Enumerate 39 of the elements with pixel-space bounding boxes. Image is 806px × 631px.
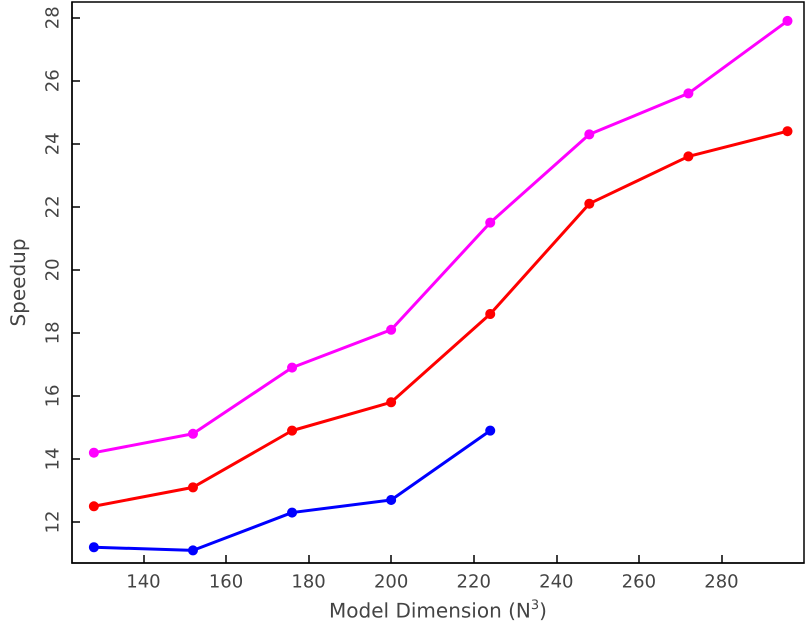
point bbox=[584, 129, 594, 140]
point bbox=[188, 428, 198, 439]
point bbox=[287, 508, 298, 518]
point bbox=[88, 542, 99, 552]
point bbox=[782, 126, 792, 136]
y-tick-label: 22 bbox=[42, 195, 64, 218]
y-tick-label: 12 bbox=[42, 510, 64, 534]
x-tick-label: 280 bbox=[704, 572, 739, 592]
y-tick-label: 28 bbox=[42, 6, 64, 30]
x-tick-label: 200 bbox=[374, 572, 408, 592]
point bbox=[485, 426, 496, 436]
y-tick-label: 18 bbox=[42, 321, 64, 344]
point bbox=[584, 198, 594, 209]
point bbox=[782, 16, 792, 26]
point bbox=[683, 151, 694, 162]
point bbox=[683, 88, 694, 98]
x-tick-label: 260 bbox=[622, 572, 656, 592]
point bbox=[188, 482, 198, 492]
point bbox=[88, 448, 99, 458]
point bbox=[287, 362, 298, 373]
point bbox=[287, 426, 298, 436]
point bbox=[386, 324, 396, 335]
x-tick-label: 240 bbox=[539, 572, 574, 592]
x-tick-label: 180 bbox=[291, 572, 326, 592]
x-tick-label: 140 bbox=[126, 572, 161, 592]
y-tick-label: 24 bbox=[42, 132, 64, 156]
point bbox=[386, 494, 396, 505]
point bbox=[485, 218, 496, 228]
y-axis-title: Speedup bbox=[6, 238, 30, 327]
point bbox=[485, 309, 496, 320]
point bbox=[188, 545, 198, 556]
y-tick-label: 16 bbox=[42, 384, 64, 408]
y-tick-label: 14 bbox=[42, 448, 64, 470]
x-tick-label: 160 bbox=[208, 572, 244, 592]
point bbox=[386, 397, 396, 408]
point bbox=[88, 501, 99, 512]
x-tick-label: 220 bbox=[456, 572, 491, 592]
y-tick-label: 20 bbox=[42, 258, 64, 282]
y-tick-label: 26 bbox=[42, 69, 64, 92]
